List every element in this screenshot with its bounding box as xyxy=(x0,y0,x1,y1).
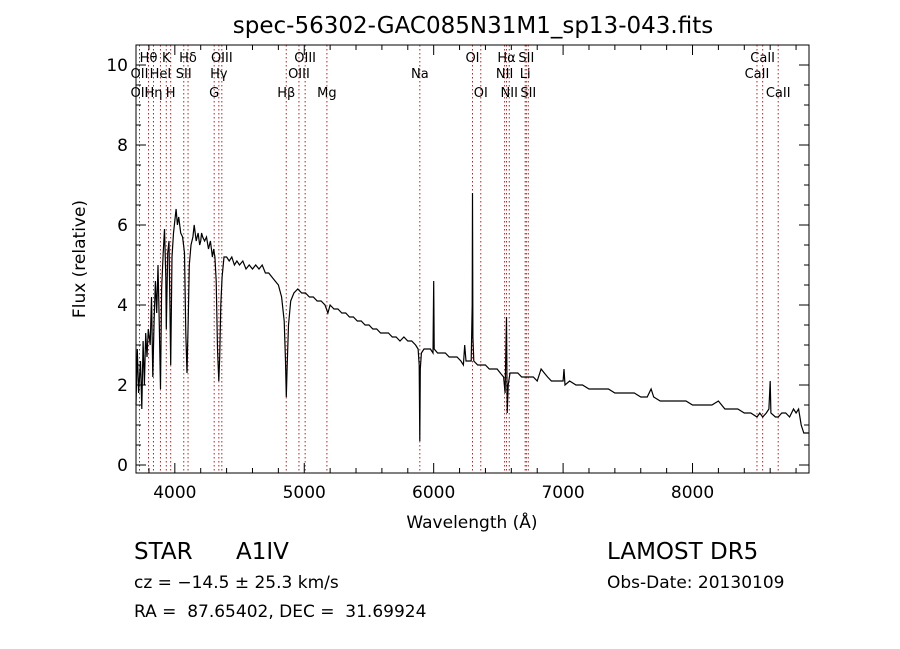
survey-name: LAMOST DR5 xyxy=(607,539,759,565)
line-label-10: Hγ xyxy=(210,67,228,82)
line-label-26: CaII xyxy=(745,67,770,82)
line-label-6: H xyxy=(166,86,176,101)
line-label-17: OI xyxy=(465,51,479,66)
x-tick-label: 6000 xyxy=(412,483,455,503)
line-label-11: G xyxy=(209,86,219,101)
line-label-2: OII xyxy=(131,86,149,101)
line-label-7: Hδ xyxy=(179,51,197,66)
x-tick-label: 5000 xyxy=(283,483,326,503)
line-label-27: CaII xyxy=(766,86,791,101)
line-label-5: K xyxy=(162,51,171,66)
object-class: STAR xyxy=(134,539,193,565)
line-label-22: Li xyxy=(520,67,531,82)
object-subclass: A1IV xyxy=(236,539,289,565)
line-label-18: OI xyxy=(474,86,488,101)
y-tick-label: 0 xyxy=(117,456,128,476)
line-label-12: Hβ xyxy=(277,86,295,101)
y-tick-label: 2 xyxy=(117,376,128,396)
y-axis-label: Flux (relative) xyxy=(70,200,90,318)
line-label-15: Mg xyxy=(317,86,336,101)
line-label-20: SII xyxy=(518,51,534,66)
line-label-16: Na xyxy=(411,67,429,82)
line-label-25: CaII xyxy=(750,51,775,66)
line-label-23: NII xyxy=(501,86,518,101)
y-axis: 0 2 4 6 8 10 xyxy=(106,56,809,476)
line-label-9: OIII xyxy=(211,51,233,66)
y-tick-label: 10 xyxy=(106,56,128,76)
x-axis: 4000 5000 6000 7000 8000 xyxy=(148,45,797,503)
line-label-19: Hα xyxy=(497,51,515,66)
plot-frame xyxy=(135,44,810,474)
obs-date: Obs-Date: 20130109 xyxy=(607,573,785,593)
chart-title: spec-56302-GAC085N31M1_sp13-043.fits xyxy=(233,13,713,39)
line-label-3: Hη xyxy=(144,86,162,101)
line-label-21: NII xyxy=(496,67,513,82)
line-label-4: HeI xyxy=(150,67,172,82)
y-tick-label: 6 xyxy=(117,216,128,236)
line-label-1: Hθ xyxy=(140,51,158,66)
line-label-24: SII xyxy=(520,86,536,101)
line-label-8: SII xyxy=(176,67,192,82)
y-tick-label: 4 xyxy=(117,296,128,316)
x-tick-label: 8000 xyxy=(671,483,714,503)
line-label-13: OIII xyxy=(294,51,316,66)
x-tick-label: 4000 xyxy=(153,483,196,503)
redshift-line: cz = −14.5 ± 25.3 km/s xyxy=(134,573,339,593)
x-tick-label: 7000 xyxy=(541,483,584,503)
line-label-0: OII xyxy=(131,67,149,82)
coordinates: RA = 87.65402, DEC = 31.69924 xyxy=(134,602,427,622)
y-tick-label: 8 xyxy=(117,136,128,156)
line-label-14: OIII xyxy=(288,67,310,82)
line-markers xyxy=(138,45,779,473)
spectrum-line xyxy=(135,192,809,442)
x-axis-label: Wavelength (Å) xyxy=(406,511,537,533)
